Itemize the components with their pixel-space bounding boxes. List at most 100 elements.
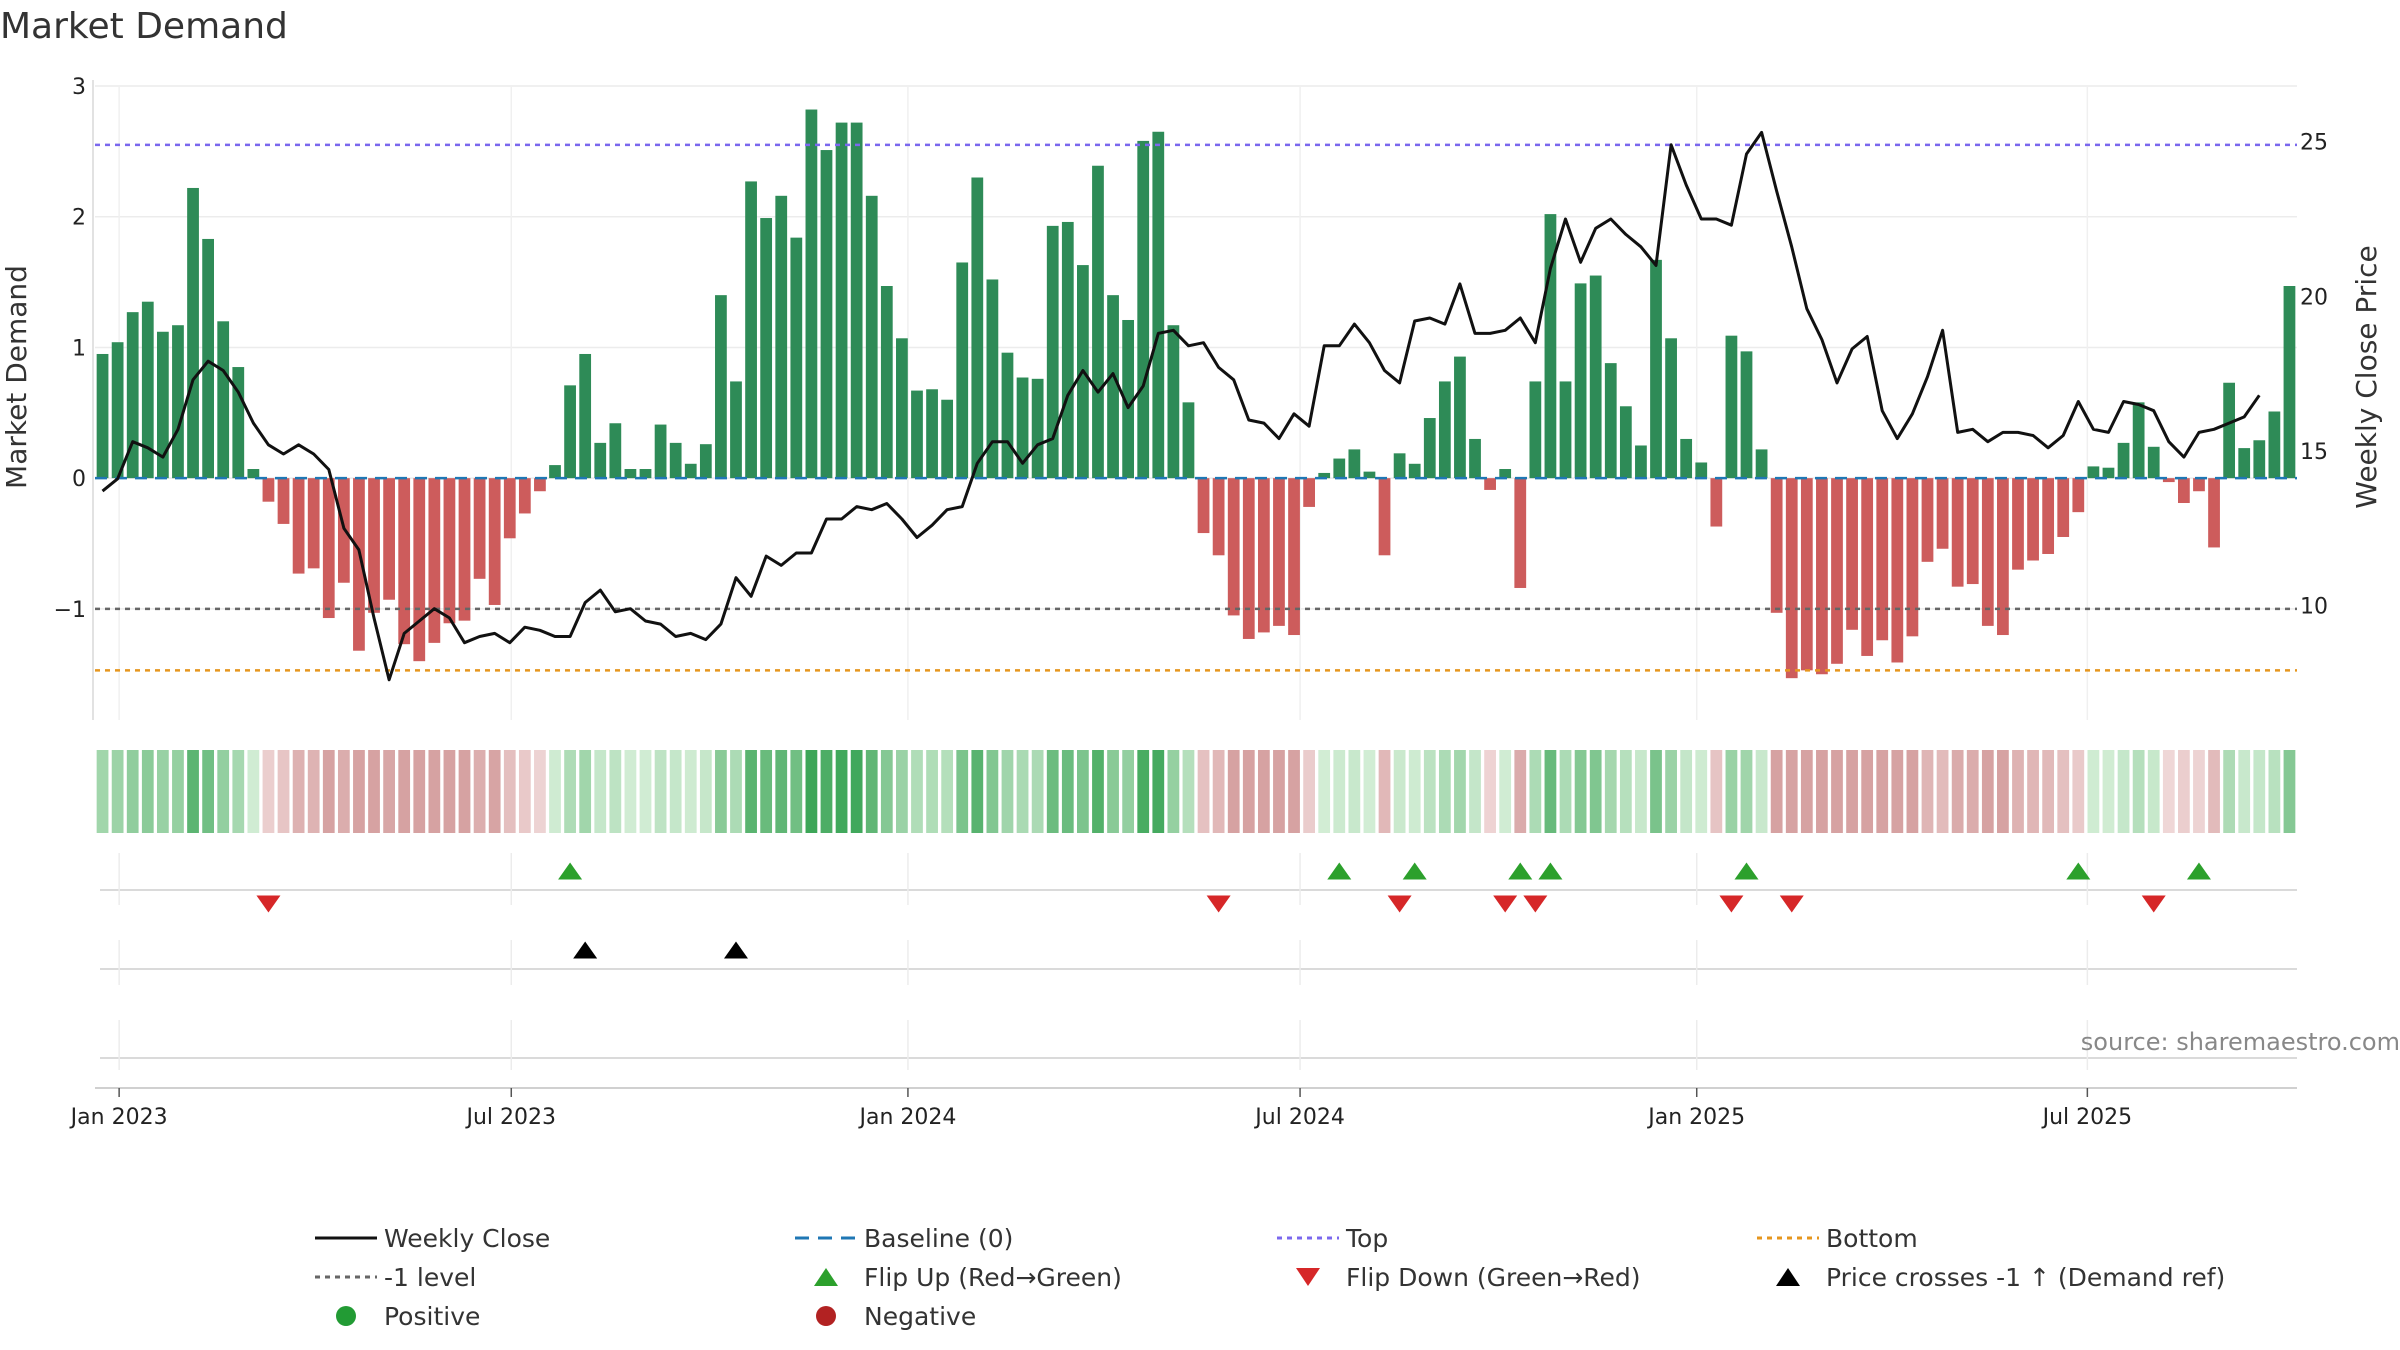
heat-cell <box>1167 750 1180 833</box>
flip-down-marker <box>2141 895 2166 913</box>
negative-bar <box>262 478 275 502</box>
negative-bar <box>2012 478 2024 570</box>
heat-cell <box>2012 750 2024 833</box>
negative-bar <box>2027 478 2039 561</box>
heat-cell <box>141 750 154 833</box>
heat-cell <box>2208 750 2220 833</box>
heat-cell <box>1122 750 1135 833</box>
heat-cell <box>2283 750 2296 833</box>
heat-cell <box>368 750 380 833</box>
heat-cell <box>1785 750 1798 833</box>
heat-cell <box>1951 750 1964 833</box>
positive-bar <box>669 442 682 479</box>
flip-up-marker <box>1538 862 1563 880</box>
heat-cell <box>428 750 441 833</box>
heat-cell <box>1816 750 1828 833</box>
positive-bar <box>579 353 592 479</box>
heat-cell <box>956 750 969 833</box>
heat-cell <box>775 750 788 833</box>
heat-cell <box>2238 750 2251 833</box>
negative-bar <box>1966 478 1979 585</box>
heat-cell <box>926 750 938 833</box>
positive-bar <box>1665 338 1677 479</box>
heat-cell <box>96 750 109 833</box>
negative-bar <box>1981 478 1994 626</box>
heat-cell <box>518 750 531 833</box>
weekly-close-line <box>101 130 2261 682</box>
positive-bar <box>564 385 576 479</box>
negative-bar <box>2057 478 2070 537</box>
positive-bar <box>775 195 788 479</box>
heat-cell <box>1197 750 1210 833</box>
positive-bar <box>820 150 833 479</box>
demand-bars <box>96 109 2296 679</box>
positive-bar <box>1046 225 1059 479</box>
legend-label: Price crosses -1 ↑ (Demand ref) <box>1826 1263 2225 1292</box>
negative-bar <box>1257 478 1270 633</box>
heat-cell <box>1846 750 1858 833</box>
negative-bar <box>1831 478 1843 664</box>
positive-bar <box>1348 449 1361 479</box>
heat-cell <box>1016 750 1029 833</box>
heat-cell <box>1212 750 1225 833</box>
positive-bar <box>1544 214 1557 479</box>
heat-cell <box>594 750 607 833</box>
heat-cell <box>277 750 290 833</box>
negative-bar <box>1288 478 1300 636</box>
negative-bar <box>322 478 335 619</box>
heat-cell <box>156 750 169 833</box>
positive-bar <box>699 444 712 479</box>
positive-bar <box>1574 283 1587 479</box>
heat-cell <box>172 750 184 833</box>
positive-bar <box>624 469 637 479</box>
positive-bar <box>1740 351 1753 479</box>
negative-bar <box>2072 478 2085 513</box>
heat-cell <box>2193 750 2205 833</box>
heat-cell <box>1499 750 1512 833</box>
heat-cell <box>1454 750 1466 833</box>
heat-cell <box>1303 750 1315 833</box>
heat-cell <box>2117 750 2130 833</box>
positive-bar <box>745 181 757 479</box>
heat-cell <box>1092 750 1104 833</box>
heat-cell <box>911 750 923 833</box>
negative-bar <box>1770 478 1783 613</box>
heat-cell <box>458 750 471 833</box>
heat-cell <box>1876 750 1889 833</box>
heat-cell <box>971 750 984 833</box>
legend-swatch <box>814 1268 838 1286</box>
legend: Weekly Close Baseline (0) Top Bottom -1 leve… <box>315 1224 2225 1331</box>
positive-bar <box>971 177 984 479</box>
heat-cell <box>715 750 727 833</box>
negative-bar <box>1197 478 1210 534</box>
flip-down-marker <box>256 895 281 913</box>
heat-cell <box>2027 750 2039 833</box>
heat-cell <box>1544 750 1557 833</box>
flip-up-marker <box>1508 862 1533 880</box>
positive-bar <box>1454 356 1466 479</box>
negative-bar <box>1303 478 1315 507</box>
y2-axis-label: Weekly Close Price <box>2350 245 2383 508</box>
heat-cell <box>865 750 878 833</box>
positive-bar <box>1137 140 1150 479</box>
heat-cell <box>1273 750 1285 833</box>
reference-lines <box>95 143 2297 672</box>
heat-cell <box>2178 750 2190 833</box>
heat-cell <box>1891 750 1904 833</box>
positive-bar <box>730 381 742 479</box>
positive-bar <box>187 187 199 479</box>
heat-cell <box>986 750 999 833</box>
legend-label: Top <box>1345 1224 1388 1253</box>
positive-bar <box>805 109 818 479</box>
negative-bar <box>1936 478 1949 549</box>
heat-cell <box>1906 750 1919 833</box>
positive-bar <box>2283 286 2296 479</box>
x-tick-label: Jan 2025 <box>1646 1105 1745 1130</box>
positive-bar <box>1122 319 1135 479</box>
heat-cell <box>1966 750 1979 833</box>
heat-cell <box>503 750 516 833</box>
heat-cell <box>2223 750 2236 833</box>
demand-heat-strip <box>96 750 2296 833</box>
positive-bar <box>2268 411 2281 479</box>
negative-bar <box>2162 478 2175 483</box>
